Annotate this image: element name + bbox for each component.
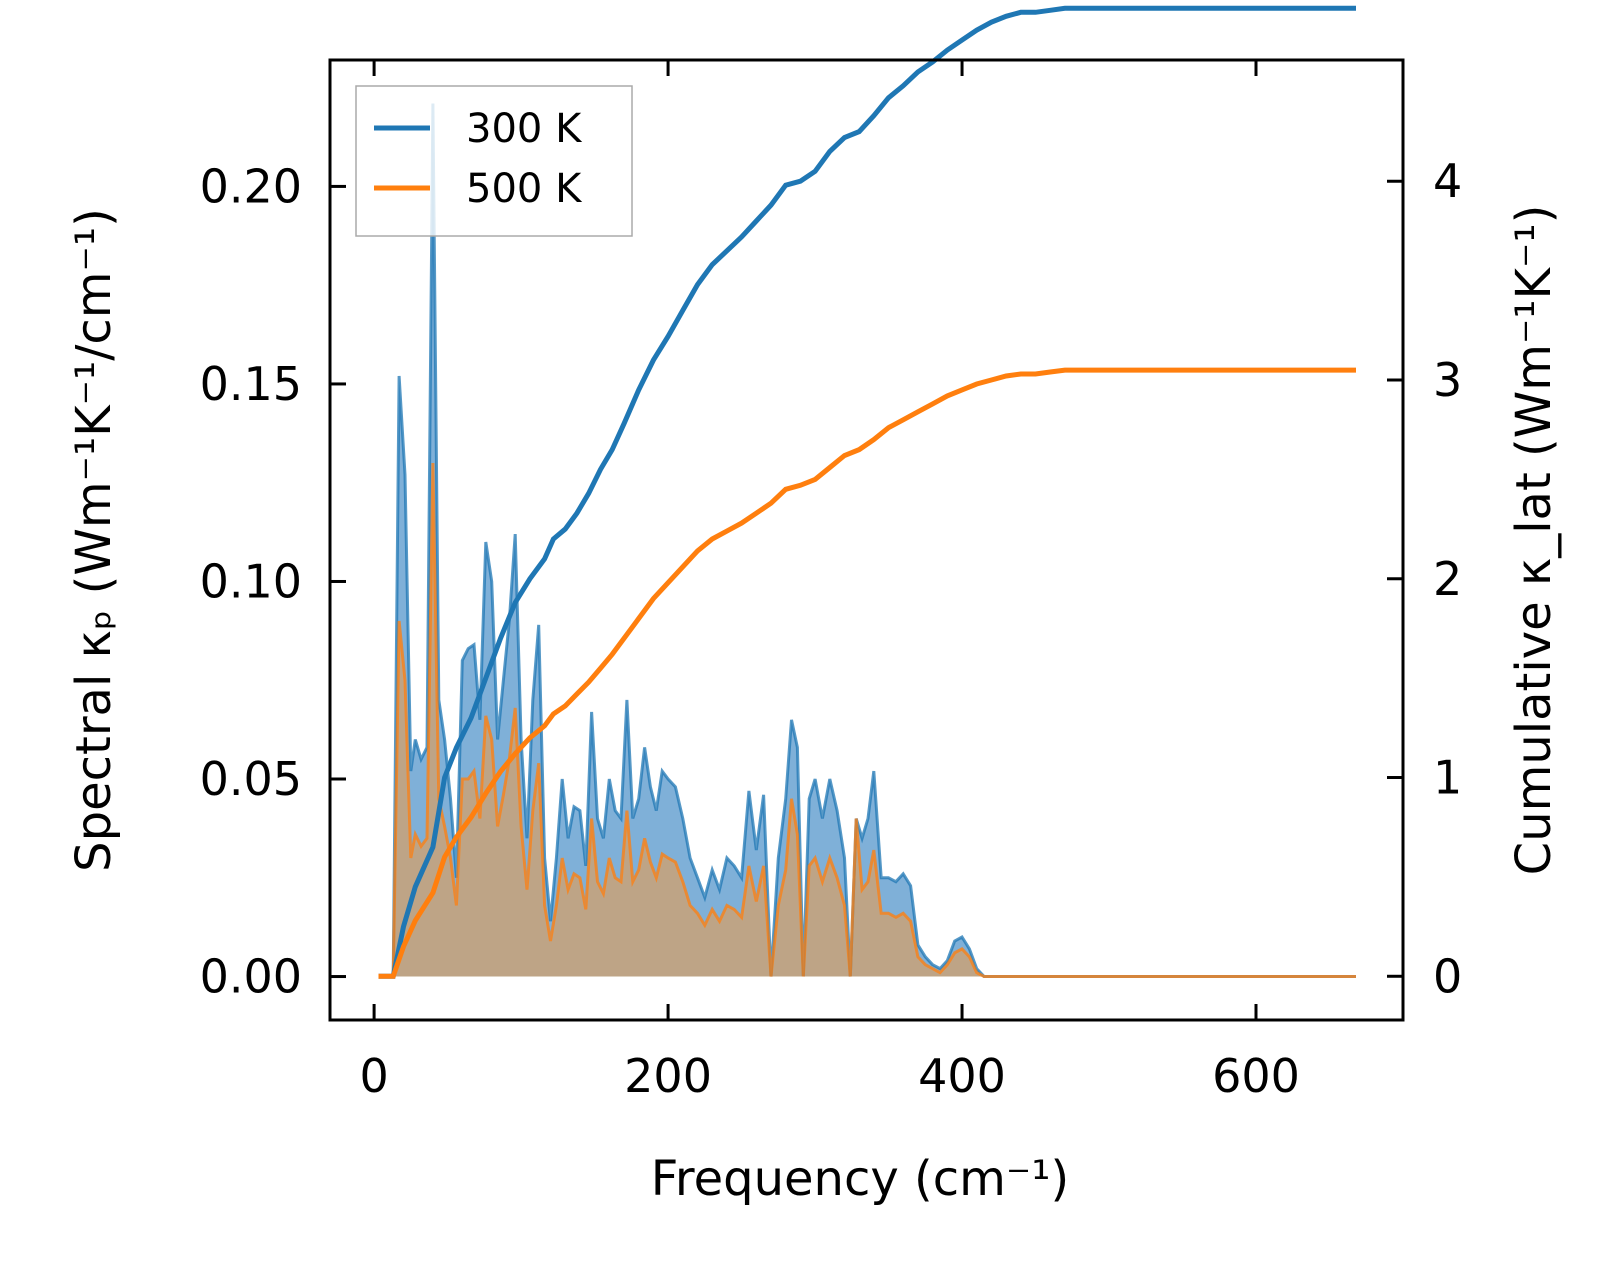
x-axis-label: Frequency (cm⁻¹) (651, 1151, 1069, 1207)
y-axis-right-label: Cumulative κ_lat (Wm⁻¹K⁻¹) (1506, 205, 1562, 876)
spectral-fill-500k (378, 463, 1356, 977)
axis-ticks: 0 200 400 600 0.00 0.05 0.10 0.15 0.20 0 1 2 3 4 (200, 60, 1462, 1103)
spectral-line-300k (378, 103, 1356, 978)
legend-box (355, 85, 633, 237)
y-left-tick-label: 0.20 (200, 159, 302, 213)
x-tick-label: 200 (624, 1049, 712, 1103)
x-tick-label: 400 (918, 1049, 1006, 1103)
x-tick-label: 0 (359, 1049, 388, 1103)
spectral-lines (378, 103, 1356, 978)
cumulative-lines (378, 5, 1356, 979)
y-right-tick-label: 4 (1433, 154, 1462, 208)
spectral-fills (378, 103, 1356, 977)
y-left-tick-label: 0.05 (200, 752, 302, 806)
cumulative-line-500k (378, 367, 1356, 979)
y-right-tick-label: 3 (1433, 353, 1462, 407)
y-right-tick-label: 1 (1433, 751, 1462, 805)
cumulative-line-300k (378, 5, 1356, 979)
legend-label-500k: 500 K (466, 166, 583, 212)
y-left-tick-label: 0.15 (200, 357, 302, 411)
spectral-line-500k (378, 462, 1356, 978)
legend: 300 K 500 K (355, 85, 633, 237)
y-right-tick-label: 0 (1433, 949, 1462, 1003)
legend-label-300k: 300 K (466, 106, 583, 152)
y-axis-left-label: Spectral κₚ (Wm⁻¹K⁻¹/cm⁻¹) (66, 208, 122, 872)
x-tick-label: 600 (1212, 1049, 1300, 1103)
plot-frame (328, 58, 1405, 1022)
y-right-tick-label: 2 (1433, 552, 1462, 606)
y-left-tick-label: 0.00 (200, 950, 302, 1004)
y-left-tick-label: 0.10 (200, 554, 302, 608)
